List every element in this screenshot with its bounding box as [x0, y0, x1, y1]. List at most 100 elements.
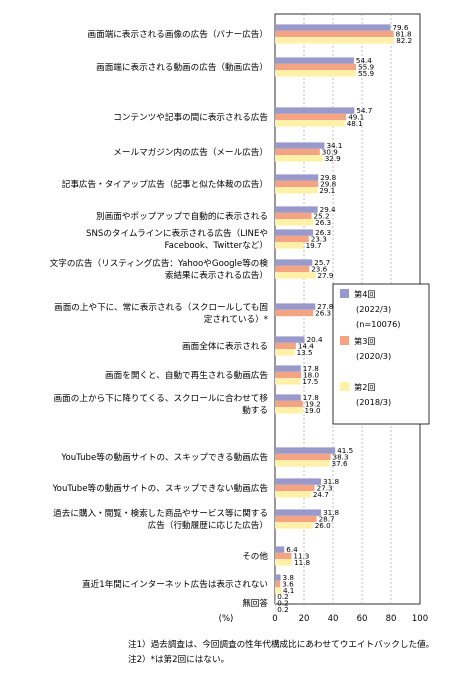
category-label-15: その他	[242, 550, 268, 562]
bar-3-series-0	[275, 142, 325, 149]
bar-2-series-2	[275, 120, 345, 127]
value-label-3-1: 30.9	[322, 148, 338, 157]
x-tick-label-80: 80	[386, 614, 397, 624]
bar-13-series-0	[275, 478, 322, 485]
value-label-12-0: 41.5	[337, 446, 353, 455]
value-label-7-0: 25.7	[314, 258, 330, 267]
category-label-4: 記事広告・タイアップ広告（記事と似た体裁の広告）	[62, 178, 268, 190]
bar-1-series-0	[275, 57, 354, 64]
value-label-16-0: 3.8	[283, 573, 295, 582]
value-label-15-2: 11.8	[294, 558, 310, 567]
bar-5-series-2	[275, 219, 314, 226]
bar-0-series-0	[275, 24, 391, 31]
bar-12-series-2	[275, 460, 330, 467]
value-label-8-0: 27.8	[317, 302, 333, 311]
bar-1-series-2	[275, 70, 357, 77]
value-label-13-0: 31.8	[323, 477, 339, 486]
legend-series-name-1: 第3回	[354, 336, 376, 346]
bar-9-series-2	[275, 349, 295, 356]
legend-series-name-2: 第2回	[354, 382, 376, 392]
category-label-1: 画面端に表示される動画の広告（動画広告）	[96, 61, 268, 73]
category-label-10: 画面を開くと、自動で再生される動画広告	[105, 369, 268, 381]
value-label-14-2: 26.0	[315, 521, 331, 530]
category-label-12: YouTube等の動画サイトの、スキップできる動画広告	[60, 451, 268, 463]
value-label-1-1: 55.9	[358, 63, 374, 72]
bar-3-series-1	[275, 148, 320, 156]
bar-2-series-0	[275, 107, 355, 114]
category-label-11-line-0: 画面の上から下に降りてくる、スクロールに合わせて移	[54, 392, 269, 404]
value-label-5-2: 26.3	[315, 218, 331, 227]
value-label-9-2: 13.5	[297, 348, 313, 357]
legend-box	[332, 283, 430, 425]
category-label-8-line-0: 画面の上や下に、常に表示される（スクロールしても固	[54, 301, 268, 313]
value-label-16-2: 4.1	[283, 586, 294, 595]
value-label-15-1: 11.3	[293, 552, 309, 561]
value-label-9-0: 20.4	[307, 335, 323, 344]
category-label-5: 別画面やポップアップで自動的に表示される	[96, 210, 268, 222]
category-label-8-line-1: 定されている）*	[204, 313, 269, 325]
bar-6-series-2	[275, 242, 304, 249]
bar-17-series-2	[275, 606, 276, 613]
x-tick-label-20: 20	[299, 614, 310, 624]
x-tick-label-40: 40	[328, 614, 339, 624]
category-label-14-line-1: 広告（行動履歴に応じた広告）	[148, 519, 268, 531]
value-label-14-0: 31.8	[323, 508, 339, 517]
value-label-9-1: 14.4	[298, 342, 314, 351]
value-label-6-1: 23.3	[311, 235, 327, 244]
category-label-3: メールマガジン内の広告（メール広告）	[113, 146, 268, 158]
bar-4-series-2	[275, 187, 318, 194]
value-label-12-1: 38.3	[333, 453, 349, 462]
bar-4-series-0	[275, 174, 319, 181]
legend-swatch-1	[340, 336, 349, 345]
bar-6-series-1	[275, 235, 309, 243]
value-label-14-1: 28.7	[319, 515, 335, 524]
legend-series-name-0: 第4回	[354, 289, 376, 299]
value-label-3-2: 32.9	[325, 154, 341, 163]
bar-9-series-1	[275, 342, 296, 350]
category-label-7-line-1: 索結果に表示される広告）	[165, 269, 268, 281]
bar-0-series-2	[275, 37, 395, 44]
value-label-2-0: 54.7	[356, 106, 372, 115]
value-label-11-2: 19.0	[305, 406, 321, 415]
value-label-2-1: 49.1	[348, 113, 364, 122]
bar-14-series-1	[275, 515, 317, 523]
category-label-6-line-1: Facebook、Twitterなど）	[164, 240, 268, 251]
value-label-16-1: 3.6	[282, 580, 294, 589]
value-label-3-0: 34.1	[326, 141, 342, 150]
bar-15-series-1	[275, 552, 292, 560]
x-tick-label-100: 100	[412, 614, 428, 624]
bar-7-series-0	[275, 259, 313, 266]
bar-11-series-1	[275, 400, 303, 408]
value-label-7-2: 27.9	[317, 271, 333, 280]
category-label-6-line-0: SNSのタイムラインに表示される広告（LINEや	[86, 227, 268, 239]
bar-9-series-0	[275, 336, 305, 343]
category-label-0: 画面端に表示される画像の広告（バナー広告）	[88, 28, 268, 40]
note-1: 注1）過去調査は、今回調査の性年代構成比にあわせてウエイトバックした値。	[128, 640, 435, 650]
category-label-11-line-1: 動する	[242, 405, 268, 416]
value-label-11-1: 19.2	[305, 400, 321, 409]
value-label-4-2: 29.1	[319, 186, 335, 195]
category-label-13: YouTube等の動画サイトの、スキップできない動画広告	[52, 482, 269, 494]
bar-12-series-0	[275, 447, 336, 454]
bar-15-series-0	[275, 546, 285, 553]
value-label-5-0: 29.4	[320, 205, 336, 214]
value-label-10-0: 17.8	[303, 364, 319, 373]
bar-8-series-1	[275, 309, 314, 317]
legend-series-date-2: (2018/3)	[356, 397, 391, 407]
value-label-5-1: 25.2	[314, 212, 330, 221]
category-label-7-line-0: 文字の広告（リスティング広告：YahooやGoogle等の検	[50, 257, 269, 269]
value-label-6-0: 26.3	[315, 228, 331, 237]
value-label-13-1: 27.3	[317, 484, 333, 493]
legend-series-n-0: (n=10076)	[356, 319, 400, 329]
bar-2-series-1	[275, 113, 347, 121]
value-label-11-0: 17.8	[303, 393, 319, 402]
value-label-17-1: 0.2	[277, 599, 288, 608]
note-2: 注2）*は第2回にはない。	[128, 655, 230, 665]
x-tick-label-60: 60	[357, 614, 368, 624]
bar-15-series-2	[275, 559, 293, 566]
bar-7-series-1	[275, 265, 310, 273]
bar-10-series-2	[275, 378, 301, 385]
value-label-0-1: 81.8	[396, 30, 412, 39]
legend-swatch-0	[340, 289, 349, 298]
value-label-4-0: 29.8	[320, 173, 336, 182]
